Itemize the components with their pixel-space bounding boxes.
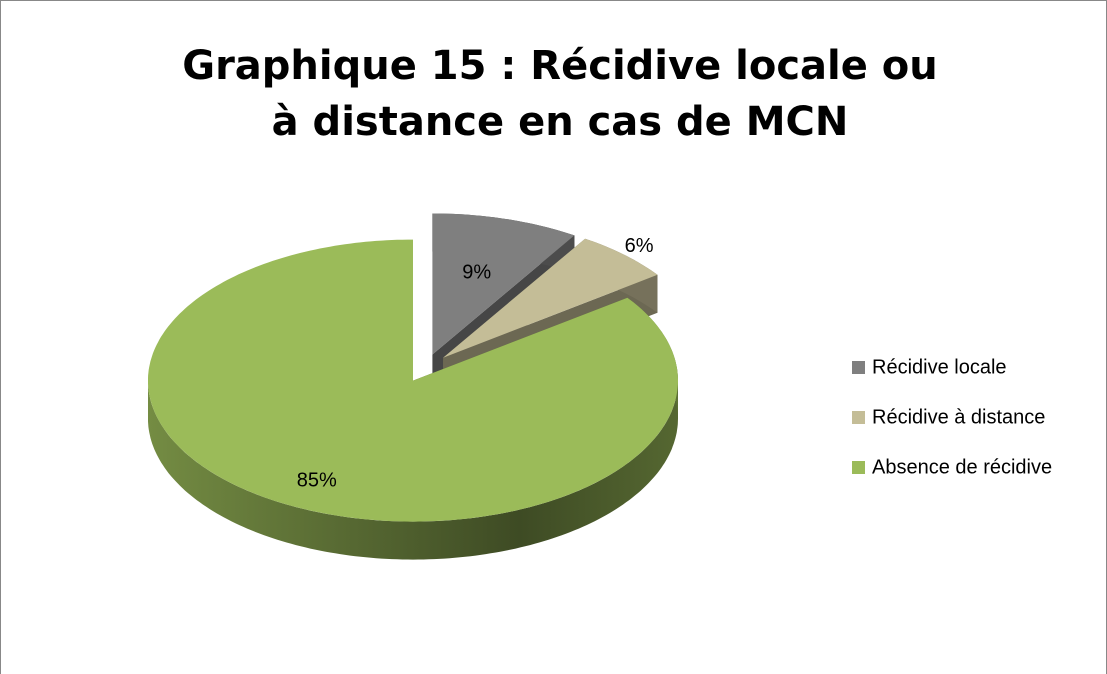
slice-top bbox=[443, 238, 658, 358]
slice-top bbox=[432, 213, 575, 355]
slice-top bbox=[148, 239, 678, 522]
legend-label: Récidive à distance bbox=[872, 406, 1045, 428]
data-label: 9% bbox=[462, 262, 491, 284]
data-label: 85% bbox=[297, 469, 337, 491]
legend-label: Récidive locale bbox=[872, 356, 1007, 378]
slice bbox=[148, 239, 678, 560]
legend-swatch bbox=[852, 361, 865, 374]
slice-side bbox=[148, 380, 678, 560]
legend-swatch bbox=[852, 411, 865, 424]
data-label: 6% bbox=[625, 235, 654, 257]
legend-swatch bbox=[852, 461, 865, 474]
legend-label: Absence de récidive bbox=[872, 456, 1052, 478]
chart-title: Graphique 15 : Récidive locale ou à dist… bbox=[182, 43, 938, 145]
